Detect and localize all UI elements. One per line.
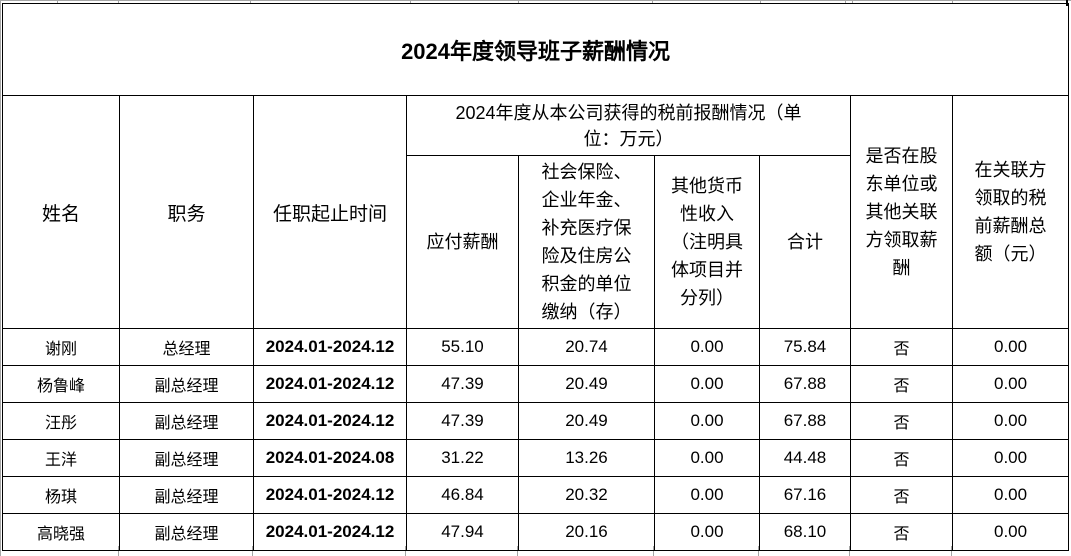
cell-name: 杨琪 (2, 476, 120, 514)
gridline-tick (952, 0, 953, 4)
cell-total: 68.10 (759, 513, 851, 551)
cell-related: 0.00 (951, 513, 1070, 551)
cell-payable: 55.10 (406, 328, 519, 366)
cell-term: 2024.01-2024.08 (253, 439, 407, 477)
table-row: 谢刚 总经理 2024.01-2024.12 55.10 20.74 0.00 … (2, 328, 1070, 366)
cell-other: 0.00 (654, 365, 760, 403)
gridline-tick (852, 0, 853, 4)
cell-social: 20.74 (518, 328, 655, 366)
header-shareholder-pay: 是否在股东单位或其他关联方领取薪酬 (850, 95, 953, 329)
cell-shareholder: 否 (850, 439, 953, 477)
cell-other: 0.00 (654, 513, 760, 551)
cell-position: 总经理 (119, 328, 254, 366)
cell-related: 0.00 (951, 328, 1070, 366)
cell-payable: 46.84 (406, 476, 519, 514)
table-row: 汪彤 副总经理 2024.01-2024.12 47.39 20.49 0.00… (2, 402, 1070, 440)
cell-payable: 47.39 (406, 402, 519, 440)
header-related-party-total: 在关联方领取的税前薪酬总额（元） (951, 95, 1070, 329)
table-row: 高晓强 副总经理 2024.01-2024.12 47.94 20.16 0.0… (2, 513, 1070, 551)
header-name: 姓名 (2, 95, 120, 329)
gridline-tick (951, 546, 952, 556)
cell-position: 副总经理 (119, 513, 254, 551)
cell-other: 0.00 (654, 439, 760, 477)
cell-shareholder: 否 (850, 365, 953, 403)
header-social-insurance: 社会保险、企业年金、补充医疗保险及住房公积金的单位缴纳（存） (518, 155, 655, 329)
cell-other: 0.00 (654, 328, 760, 366)
gridline-tick (652, 0, 653, 4)
gridline-tick (252, 546, 253, 556)
cell-other: 0.00 (654, 476, 760, 514)
cell-name: 汪彤 (2, 402, 120, 440)
header-position: 职务 (119, 95, 254, 329)
cell-shareholder: 否 (850, 476, 953, 514)
title-row: 2024年度领导班子薪酬情况 (1, 3, 1070, 96)
table-row: 王洋 副总经理 2024.01-2024.08 31.22 13.26 0.00… (2, 439, 1070, 477)
gridline-tick (517, 546, 518, 556)
cell-social: 20.16 (518, 513, 655, 551)
cell-term: 2024.01-2024.12 (253, 476, 407, 514)
gridline-top (0, 0, 1071, 1)
gridline-tick (405, 546, 406, 556)
gridline-tick (250, 0, 251, 4)
cell-total: 44.48 (759, 439, 851, 477)
gridline-tick (845, 0, 846, 4)
cell-total: 75.84 (759, 328, 851, 366)
cell-term: 2024.01-2024.12 (253, 402, 407, 440)
header-row-2: 应付薪酬 社会保险、企业年金、补充医疗保险及住房公积金的单位缴纳（存） 其他货币… (3, 155, 1069, 329)
cell-total: 67.88 (759, 402, 851, 440)
cell-name: 谢刚 (2, 328, 120, 366)
cell-social: 20.32 (518, 476, 655, 514)
cell-social: 20.49 (518, 402, 655, 440)
gridline-tick (758, 546, 759, 556)
gridline-tick (653, 546, 654, 556)
gridline-tick (849, 546, 850, 556)
gridline-tick (118, 0, 119, 4)
cell-position: 副总经理 (119, 402, 254, 440)
header-term: 任职起止时间 (253, 95, 407, 329)
cell-term: 2024.01-2024.12 (253, 365, 407, 403)
cell-related: 0.00 (951, 365, 1070, 403)
cell-term: 2024.01-2024.12 (253, 513, 407, 551)
table-row: 杨鲁峰 副总经理 2024.01-2024.12 47.39 20.49 0.0… (2, 365, 1070, 403)
cell-shareholder: 否 (850, 513, 953, 551)
header-total: 合计 (759, 155, 851, 329)
cell-related: 0.00 (951, 439, 1070, 477)
gridline-tick (518, 0, 519, 4)
salary-table: 2024年度领导班子薪酬情况 姓名 职务 任职起止时间 2024年度从本公司获得… (1, 3, 1070, 551)
header-payable: 应付薪酬 (406, 155, 519, 329)
cell-payable: 47.94 (406, 513, 519, 551)
gridline-left (0, 0, 1, 556)
cell-total: 67.88 (759, 365, 851, 403)
header-other-income: 其他货币性收入（注明具体项目并分列） (654, 155, 760, 329)
cell-related: 0.00 (951, 476, 1070, 514)
cell-other: 0.00 (654, 402, 760, 440)
cell-position: 副总经理 (119, 476, 254, 514)
cell-social: 20.49 (518, 365, 655, 403)
cell-payable: 47.39 (406, 365, 519, 403)
gridline-tick (57, 0, 58, 4)
cell-shareholder: 否 (850, 402, 953, 440)
cell-term: 2024.01-2024.12 (253, 328, 407, 366)
header-row-1: 姓名 职务 任职起止时间 2024年度从本公司获得的税前报酬情况（单位：万元） … (2, 95, 1070, 329)
cell-name: 高晓强 (2, 513, 120, 551)
table-row: 杨琪 副总经理 2024.01-2024.12 46.84 20.32 0.00… (2, 476, 1070, 514)
cell-name: 王洋 (2, 439, 120, 477)
table-title: 2024年度领导班子薪酬情况 (1, 3, 1070, 96)
cell-related: 0.00 (951, 402, 1070, 440)
cell-shareholder: 否 (850, 328, 953, 366)
cell-payable: 31.22 (406, 439, 519, 477)
cell-total: 67.16 (759, 476, 851, 514)
gridline-tick (410, 0, 411, 4)
cell-social: 13.26 (518, 439, 655, 477)
header-pretax-group: 2024年度从本公司获得的税前报酬情况（单位：万元） (406, 95, 851, 156)
gridline-tick (118, 546, 119, 556)
cell-position: 副总经理 (119, 365, 254, 403)
gridline-tick (760, 0, 761, 4)
cell-name: 杨鲁峰 (2, 365, 120, 403)
cell-position: 副总经理 (119, 439, 254, 477)
